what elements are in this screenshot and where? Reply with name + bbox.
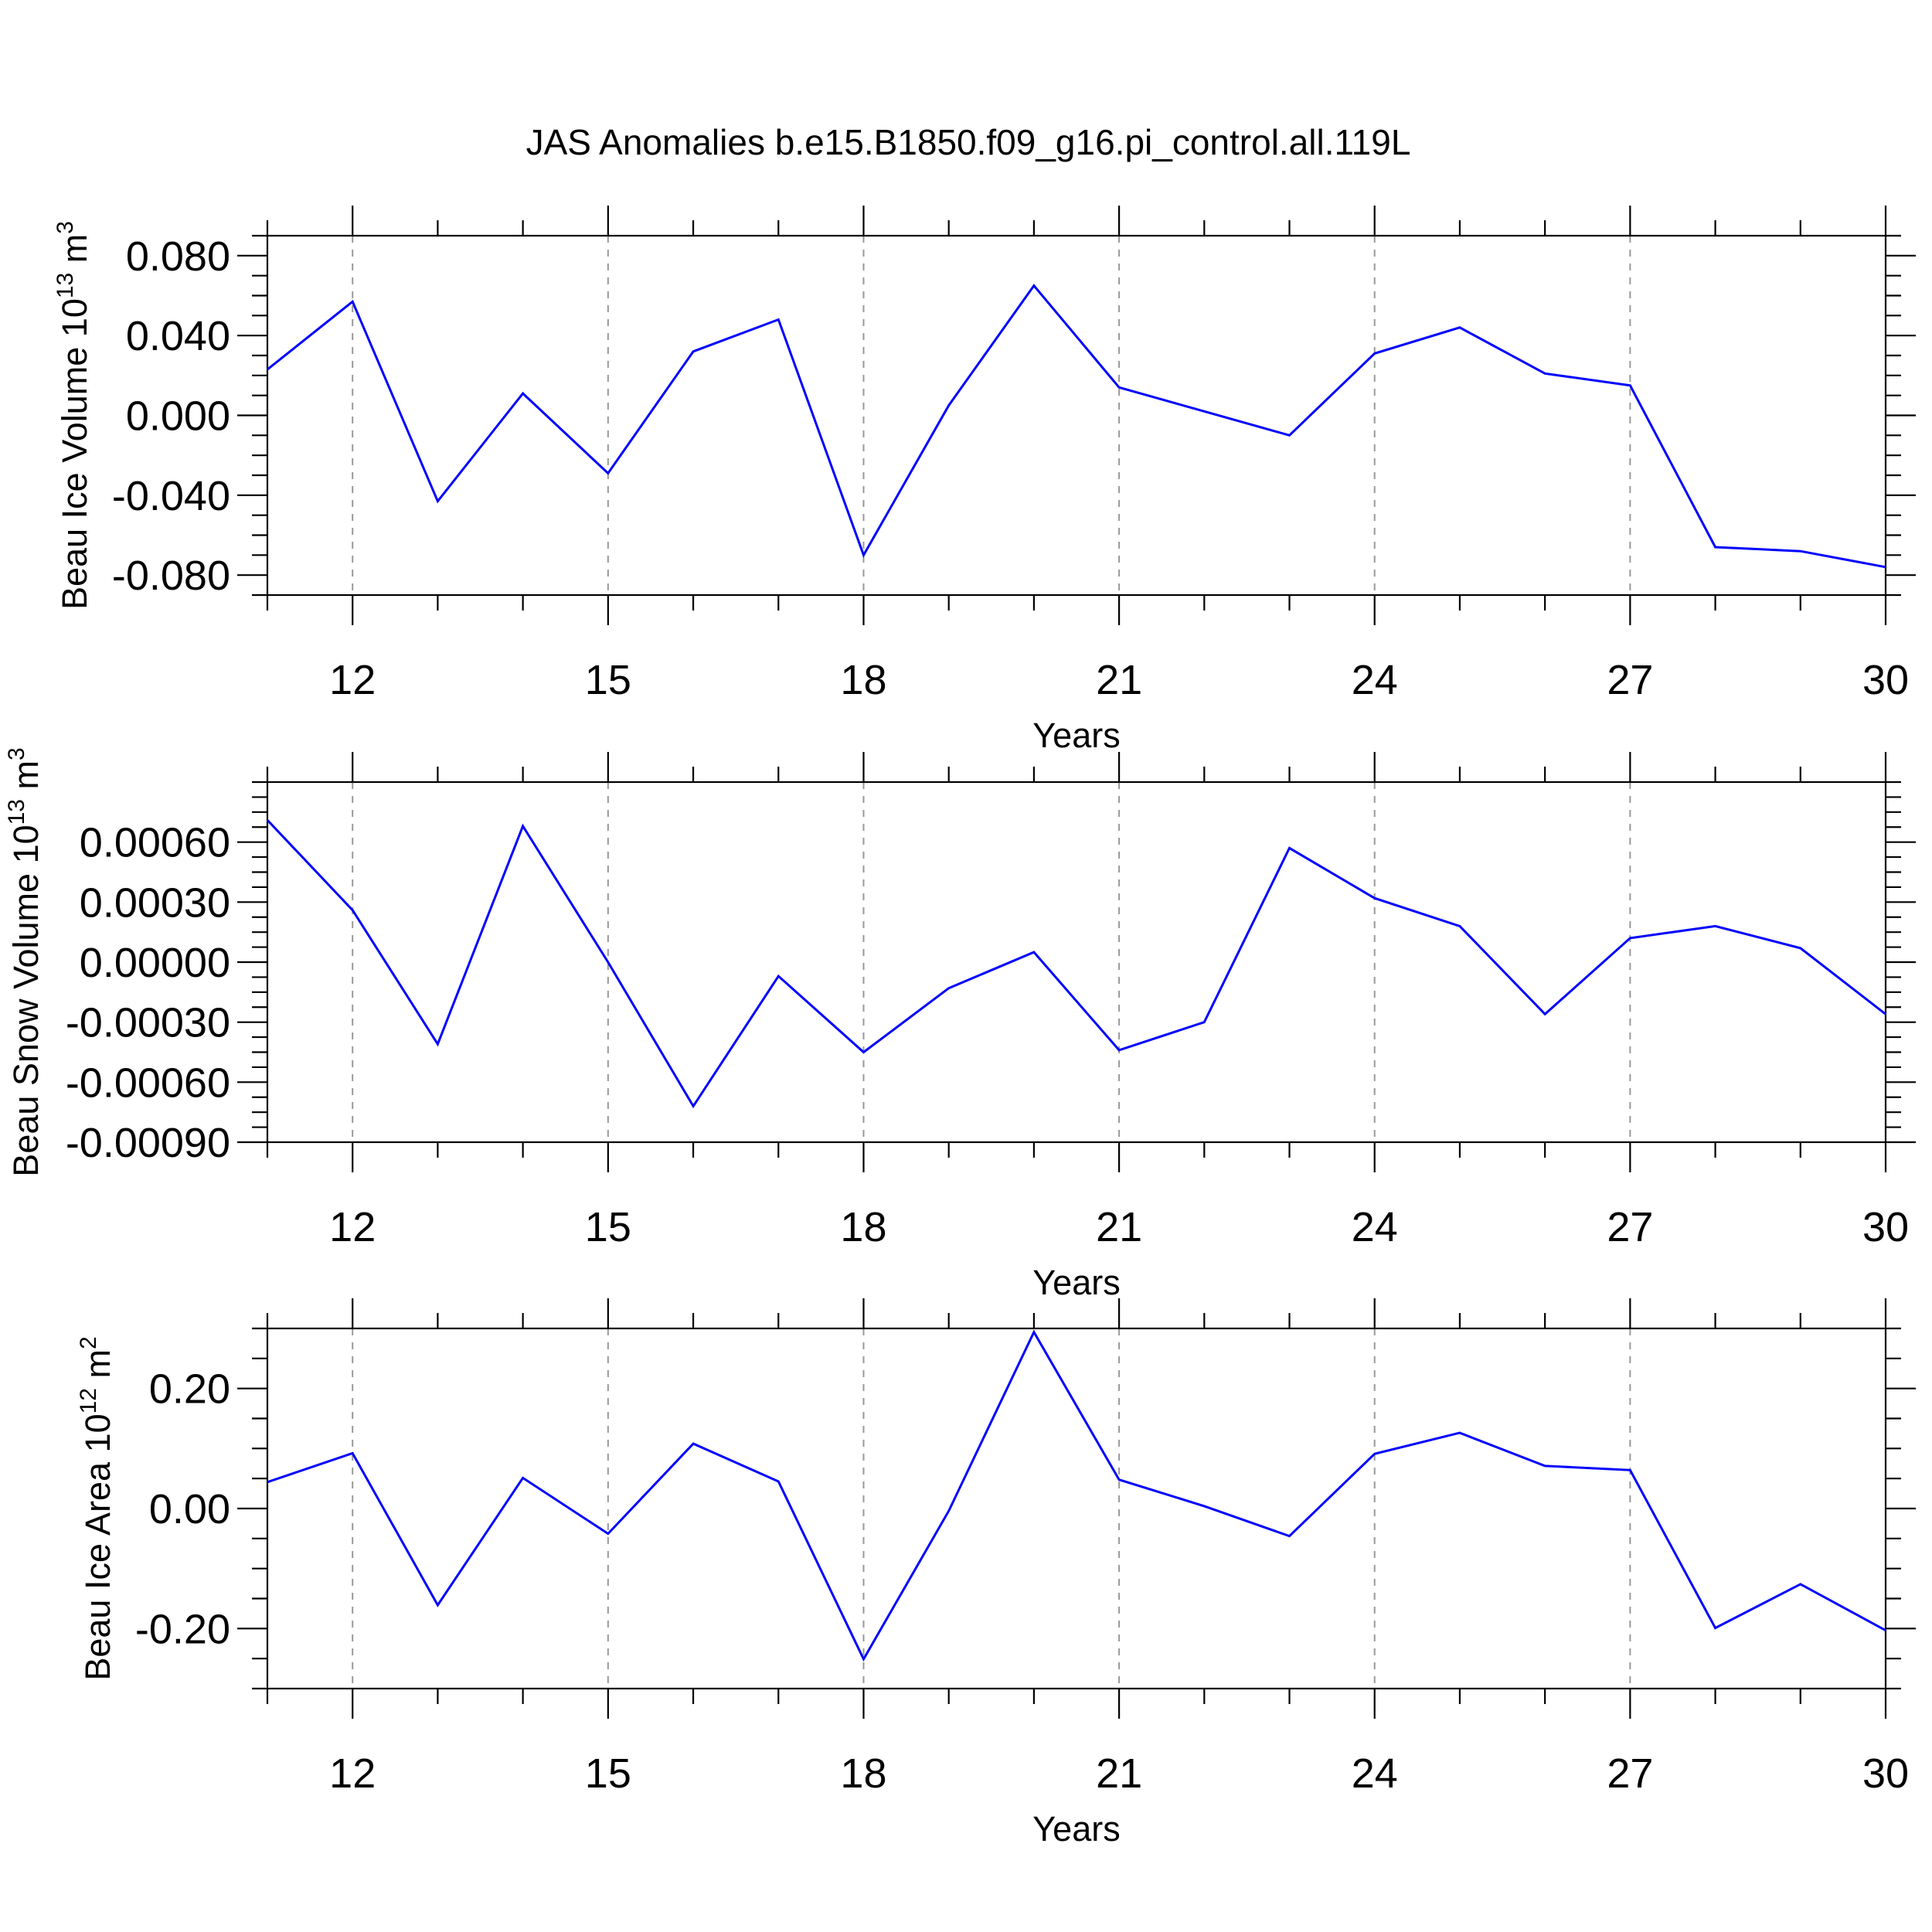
x-tick-label: 18 xyxy=(840,1204,886,1250)
x-axis-label: Years xyxy=(1032,1809,1120,1849)
y-axis-label-text: m xyxy=(78,1349,117,1388)
y-axis-label-text: Beau Snow Volume 10 xyxy=(6,825,46,1176)
y-tick-label: 0.080 xyxy=(126,233,230,280)
x-tick-label: 18 xyxy=(840,1750,886,1797)
panels: 0.080 0.040 0.000 -0.040 -0.080 12 15 18 21 24 27 3… xyxy=(4,206,1916,1849)
x-axis-label: Years xyxy=(1032,1263,1120,1302)
x-tick-label: 24 xyxy=(1352,1750,1398,1797)
y-tick-label: 0.20 xyxy=(149,1366,230,1413)
y-axis-label-text: m xyxy=(55,234,94,273)
y-axis-label-superscript: 12 xyxy=(76,1388,101,1413)
x-tick-label: 24 xyxy=(1352,1204,1398,1250)
x-tick-label: 15 xyxy=(585,1750,631,1797)
y-axis-label-text: Beau Ice Area 10 xyxy=(78,1413,117,1680)
y-axis-label-superscript: 3 xyxy=(4,747,29,760)
x-tick-label: 27 xyxy=(1607,657,1653,703)
y-tick-label: -0.040 xyxy=(112,473,230,519)
y-tick-label: 0.00000 xyxy=(80,940,230,986)
y-tick-label: -0.00090 xyxy=(66,1120,230,1166)
y-tick-label: -0.00060 xyxy=(66,1060,230,1106)
series-line xyxy=(266,819,1886,1109)
plot-frame xyxy=(266,234,1887,597)
plot-frame xyxy=(266,1327,1887,1690)
x-tick-label: 18 xyxy=(840,657,886,703)
plot-frame xyxy=(266,781,1887,1144)
x-tick-label: 12 xyxy=(329,1750,376,1797)
y-tick-label: 0.00 xyxy=(149,1486,230,1532)
x-tick-label: 15 xyxy=(585,1204,631,1250)
x-tick-label: 24 xyxy=(1352,657,1398,703)
x-tick-label: 30 xyxy=(1862,1204,1909,1250)
x-tick-label: 21 xyxy=(1096,657,1142,703)
panel-1: 0.080 0.040 0.000 -0.040 -0.080 12 15 18 21 24 27 3… xyxy=(53,206,1916,755)
y-axis-label-superscript: 13 xyxy=(53,273,78,298)
y-axis-label-text: Beau Ice Volume 10 xyxy=(55,298,94,610)
x-tick-label: 12 xyxy=(329,657,376,703)
x-tick-label: 15 xyxy=(585,657,631,703)
x-tick-label: 27 xyxy=(1607,1750,1653,1797)
y-tick-label: 0.00060 xyxy=(80,820,230,866)
y-tick-label: 0.000 xyxy=(126,393,230,440)
y-tick-label: -0.080 xyxy=(112,553,230,599)
x-tick-label: 27 xyxy=(1607,1204,1653,1250)
y-axis-label-superscript: 3 xyxy=(53,221,78,234)
y-axis-label: Beau Ice Volume 1013 m3 xyxy=(53,221,94,610)
series-line xyxy=(267,1329,1886,1662)
x-axis-label: Years xyxy=(1032,716,1120,755)
y-tick-label: -0.00030 xyxy=(66,1000,230,1046)
figure-title: JAS Anomalies b.e15.B1850.f09_g16.pi_con… xyxy=(526,122,1411,162)
y-tick-label: -0.20 xyxy=(135,1606,230,1652)
series-line xyxy=(267,284,1886,569)
panel-2: 0.00060 0.00030 0.00000 -0.00030 -0.00060 -0.… xyxy=(4,747,1916,1302)
x-tick-label: 30 xyxy=(1862,657,1909,703)
y-axis-label: Beau Snow Volume 1013 m3 xyxy=(4,747,46,1176)
y-tick-label: 0.040 xyxy=(126,313,230,359)
y-axis-label-superscript: 13 xyxy=(4,799,29,825)
panel-3: 0.20 0.00 -0.20 12 15 18 21 24 27 30 Years Beau Ice… xyxy=(76,1298,1916,1849)
y-tick-label: 0.00030 xyxy=(80,879,230,926)
y-axis-label-superscript: 2 xyxy=(76,1336,101,1349)
x-tick-label: 30 xyxy=(1862,1750,1909,1797)
x-tick-label: 12 xyxy=(329,1204,376,1250)
x-tick-label: 21 xyxy=(1096,1750,1142,1797)
x-tick-label: 21 xyxy=(1096,1204,1142,1250)
y-axis-label-text: m xyxy=(6,760,46,799)
y-axis-label: Beau Ice Area 1012 m2 xyxy=(76,1336,117,1680)
